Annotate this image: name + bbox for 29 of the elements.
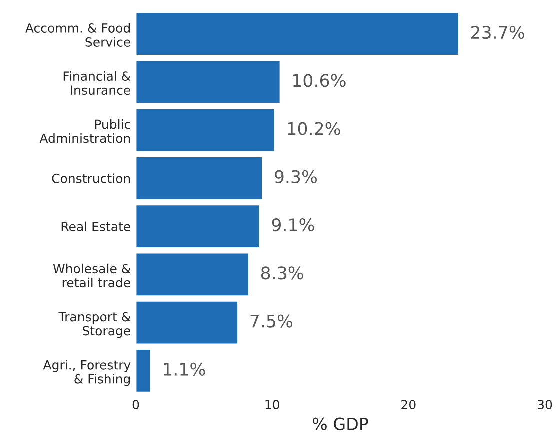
- bar: [136, 204, 261, 249]
- bar: [136, 348, 152, 394]
- data-label: 10.2%: [288, 122, 340, 136]
- data-label: 10.6%: [294, 74, 346, 88]
- y-tick-label: Transport & Storage: [58, 312, 131, 338]
- x-tick-label: 20: [402, 400, 416, 410]
- data-label: 1.1%: [164, 362, 206, 376]
- data-label: 23.7%: [471, 26, 524, 40]
- y-tick-label: Public Administration: [40, 120, 130, 144]
- bar: [136, 108, 276, 153]
- data-label: 9.1%: [272, 218, 314, 232]
- bar: [136, 60, 282, 105]
- bar: [136, 12, 460, 56]
- bar: [136, 300, 239, 346]
- x-tick-label: 0: [132, 400, 140, 410]
- data-label: 9.3%: [274, 170, 318, 184]
- x-tick-label: 30: [538, 400, 552, 410]
- bar: [136, 156, 264, 201]
- y-tick-label: Real Estate: [62, 222, 130, 232]
- bar: [136, 252, 250, 298]
- y-tick-label: Wholesale & retail trade: [53, 264, 131, 288]
- data-label: 8.3%: [261, 266, 304, 280]
- y-tick-label: Agri., Forestry & Fishing: [43, 360, 131, 386]
- x-tick-label: 10: [266, 400, 280, 410]
- y-tick-label: Financial & Insurance: [64, 71, 131, 96]
- y-tick-label: Construction: [52, 174, 130, 184]
- data-label: 7.5%: [250, 314, 293, 328]
- y-tick-label: Accomm. & Food Service: [26, 23, 130, 47]
- x-axis-title: % GDP: [312, 418, 368, 430]
